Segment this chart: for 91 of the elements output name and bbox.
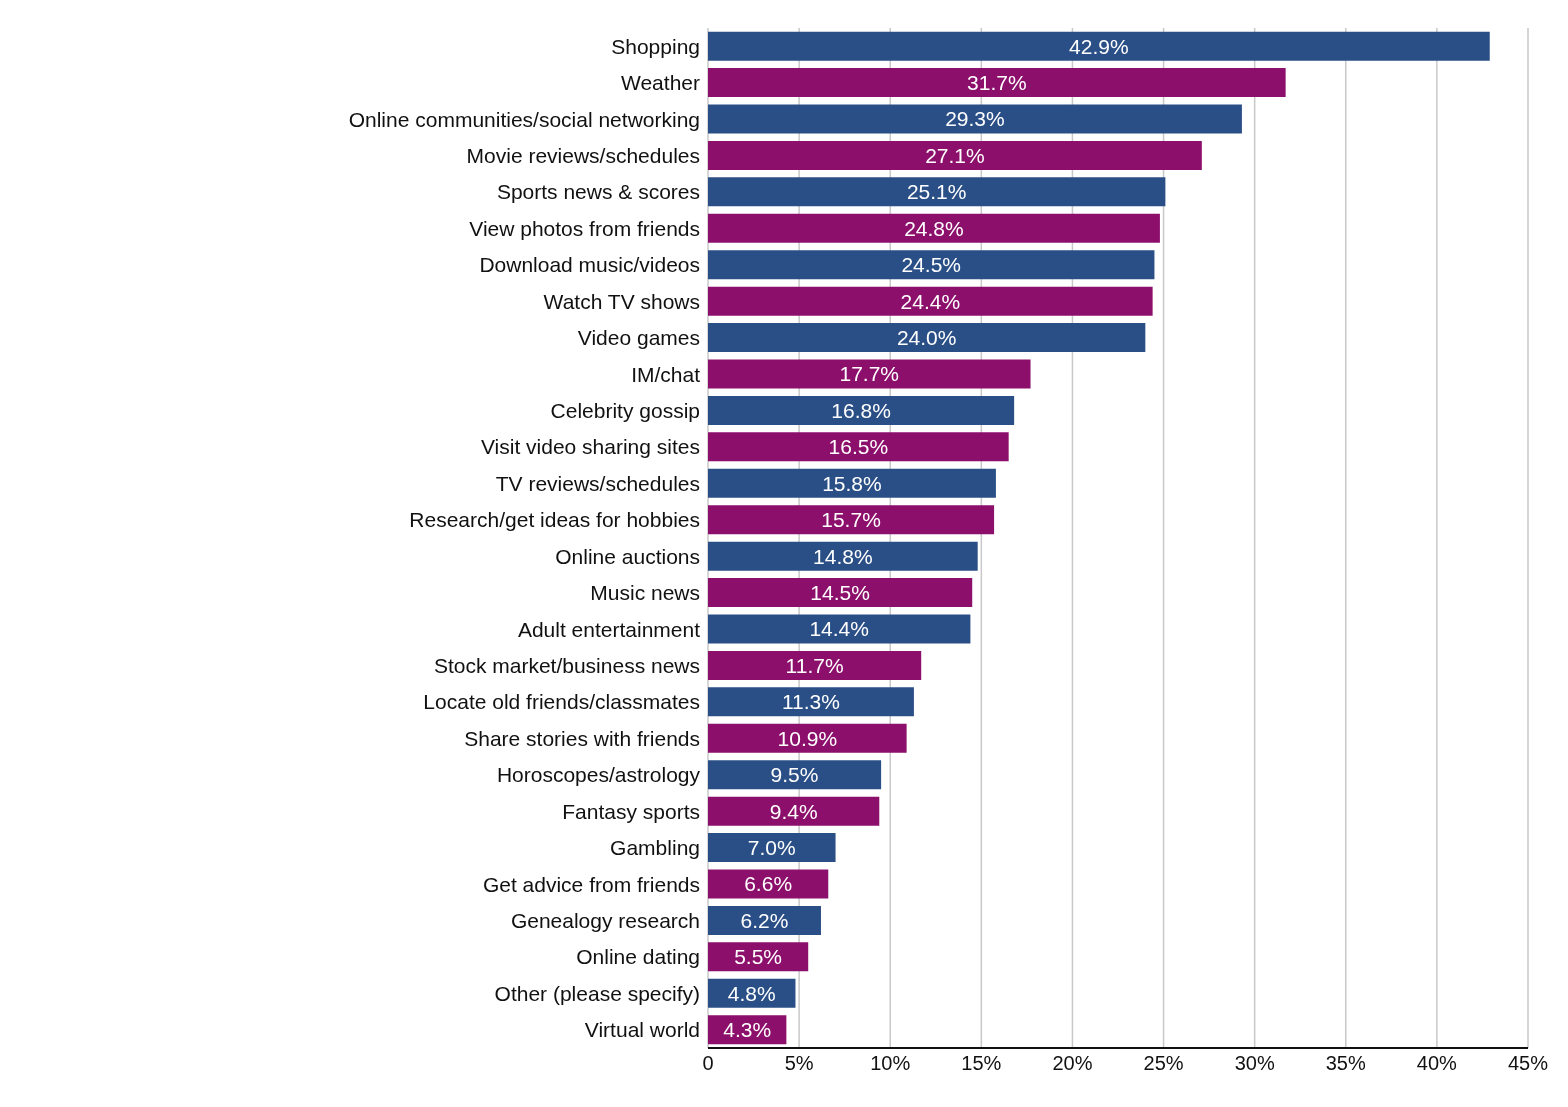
data-label: 4.8%	[727, 981, 776, 1005]
x-tick-label: 35%	[1325, 1052, 1367, 1075]
x-tick-label: 5%	[784, 1052, 814, 1075]
bar	[708, 905, 821, 935]
data-label: 11.7%	[785, 653, 844, 677]
data-label: 9.5%	[770, 763, 819, 787]
y-tick-label: Video games	[577, 326, 700, 350]
x-tick-label: 40%	[1416, 1052, 1458, 1075]
data-label: 15.8%	[822, 471, 882, 495]
y-tick-label: Online auctions	[555, 544, 700, 568]
x-tick-label: 30%	[1234, 1052, 1275, 1075]
data-label: 7.0%	[747, 836, 796, 860]
y-tick-label: IM/chat	[631, 362, 701, 386]
data-label: 31.7%	[967, 71, 1027, 95]
bar	[708, 760, 882, 790]
y-tick-label: Online dating	[576, 945, 700, 969]
y-tick-label: Fantasy sports	[562, 799, 700, 823]
y-tick-label: Locate old friends/classmates	[423, 690, 700, 714]
bar	[708, 650, 922, 680]
data-label: 16.5%	[828, 435, 889, 459]
bar	[708, 31, 1490, 61]
y-tick-label: Horoscopes/astrology	[496, 763, 701, 787]
data-label: 14.5%	[810, 581, 870, 605]
x-tick-label: 0	[702, 1052, 714, 1075]
data-label: 24.8%	[904, 216, 964, 240]
data-label: 14.8%	[813, 544, 873, 568]
y-tick-label: Genealogy research	[510, 908, 700, 932]
bar	[708, 286, 1153, 316]
data-label: 14.4%	[809, 617, 869, 641]
data-label: 24.4%	[900, 289, 961, 313]
y-tick-label: Movie reviews/schedules	[466, 143, 700, 167]
bar	[708, 541, 978, 571]
y-tick-label: Visit video sharing sites	[480, 435, 700, 459]
bar	[708, 723, 907, 753]
y-tick-label: Adult entertainment	[517, 617, 701, 641]
bar	[708, 796, 880, 826]
y-tick-label: Gambling	[610, 836, 700, 860]
x-tick-label: 45%	[1507, 1052, 1549, 1075]
y-tick-label: Shopping	[611, 34, 700, 58]
y-tick-label: Weather	[621, 71, 700, 95]
data-label: 11.3%	[781, 690, 840, 714]
data-label: 24.0%	[896, 326, 957, 350]
bar	[708, 250, 1155, 280]
bar	[708, 578, 973, 608]
bar	[708, 614, 971, 644]
data-label: 42.9%	[1069, 34, 1129, 58]
bar	[708, 468, 996, 498]
bar	[708, 395, 1015, 425]
bar	[708, 104, 1242, 134]
y-tick-label: Online communities/social networking	[348, 107, 700, 131]
y-tick-label: View photos from friends	[469, 216, 700, 240]
data-label: 24.5%	[901, 253, 961, 277]
y-tick-label: Share stories with friends	[464, 726, 700, 750]
bar	[708, 833, 836, 863]
data-label: 5.5%	[734, 945, 783, 969]
data-label: 25.1%	[906, 180, 967, 204]
data-label: 27.1%	[925, 143, 985, 167]
bar	[708, 687, 914, 717]
bar	[708, 213, 1160, 243]
bar	[708, 177, 1166, 207]
y-tick-label: Virtual world	[584, 1018, 700, 1042]
y-tick-label: Download music/videos	[479, 253, 700, 277]
bar	[708, 359, 1031, 389]
bar	[708, 505, 995, 535]
data-label: 15.7%	[821, 508, 881, 532]
bar	[708, 869, 829, 899]
data-label: 10.9%	[777, 726, 838, 750]
data-label: 4.3%	[723, 1018, 772, 1042]
x-tick-label: 20%	[1052, 1052, 1093, 1075]
bar	[708, 140, 1202, 170]
y-tick-label: TV reviews/schedules	[495, 471, 700, 495]
data-label: 9.4%	[769, 799, 818, 823]
bar	[708, 323, 1146, 353]
y-tick-label: Get advice from friends	[482, 872, 700, 896]
data-label: 29.3%	[945, 107, 1005, 131]
data-label: 16.8%	[831, 398, 891, 422]
x-tick-label: 15%	[961, 1052, 1002, 1075]
y-tick-label: Sports news & scores	[496, 180, 700, 204]
y-tick-label: Music news	[590, 581, 700, 605]
bar	[708, 68, 1286, 98]
y-tick-label: Watch TV shows	[543, 289, 700, 313]
data-label: 6.6%	[744, 872, 793, 896]
data-label: 17.7%	[839, 362, 900, 386]
data-label: 6.2%	[740, 908, 789, 932]
y-tick-label: Celebrity gossip	[550, 398, 700, 422]
y-tick-label: Other (please specify)	[494, 981, 700, 1005]
y-tick-label: Stock market/business news	[433, 653, 700, 677]
bar	[708, 432, 1009, 462]
y-tick-label: Research/get ideas for hobbies	[409, 508, 700, 532]
x-tick-label: 10%	[870, 1052, 911, 1075]
x-tick-label: 25%	[1143, 1052, 1184, 1075]
